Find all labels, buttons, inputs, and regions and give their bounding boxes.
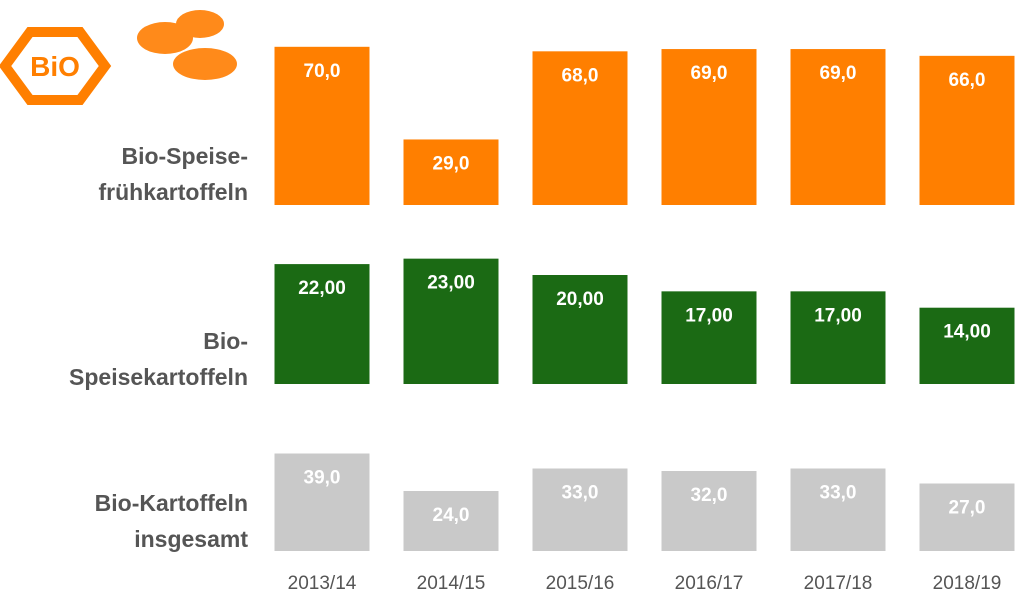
value-label: 24,0: [433, 505, 470, 526]
value-label: 17,00: [685, 305, 733, 326]
value-label: 17,00: [814, 305, 862, 326]
value-label: 29,0: [433, 153, 470, 174]
bar: [274, 264, 370, 384]
bar: [790, 49, 886, 206]
value-label: 14,00: [943, 322, 991, 343]
logo-text: BiO: [30, 51, 80, 82]
bar: [532, 468, 628, 551]
value-label: 33,0: [820, 483, 857, 504]
value-label: 22,00: [298, 278, 346, 299]
x-tick-label: 2016/17: [675, 573, 744, 594]
bar: [403, 139, 499, 205]
bar: [403, 258, 499, 384]
bar: [919, 483, 1015, 551]
value-label: 70,0: [304, 61, 341, 82]
potato: [176, 10, 224, 38]
x-tick-label: 2017/18: [804, 573, 873, 594]
bar: [274, 46, 370, 205]
value-label: 39,0: [304, 468, 341, 489]
bar: [790, 468, 886, 551]
value-label: 66,0: [949, 70, 986, 91]
row-label: Bio- Speisekartoffeln: [69, 328, 248, 390]
x-tick-label: 2014/15: [417, 573, 486, 594]
x-tick-label: 2015/16: [546, 573, 615, 594]
bar: [403, 491, 499, 551]
value-label: 20,00: [556, 289, 604, 310]
bar: [661, 471, 757, 551]
bar: [661, 49, 757, 206]
potato: [173, 48, 237, 80]
bar: [919, 307, 1015, 384]
logo-hexagon: [0, 27, 112, 105]
value-label: 68,0: [562, 65, 599, 86]
logo: BiO: [0, 10, 237, 105]
bar: [532, 275, 628, 384]
row-label: Bio-Kartoffeln insgesamt: [94, 490, 248, 552]
bar: [790, 291, 886, 384]
value-label: 69,0: [820, 63, 857, 84]
value-label: 69,0: [691, 63, 728, 84]
value-label: 23,00: [427, 273, 475, 294]
value-label: 27,0: [949, 498, 986, 519]
row-label: Bio-Speise- frühkartoffeln: [98, 143, 249, 205]
bar: [919, 55, 1015, 206]
value-label: 33,0: [562, 483, 599, 504]
x-tick-label: 2013/14: [288, 573, 357, 594]
bar: [532, 51, 628, 205]
x-tick-label: 2018/19: [933, 573, 1002, 594]
value-label: 32,0: [691, 485, 728, 506]
bar: [661, 291, 757, 384]
bar: [274, 453, 370, 551]
